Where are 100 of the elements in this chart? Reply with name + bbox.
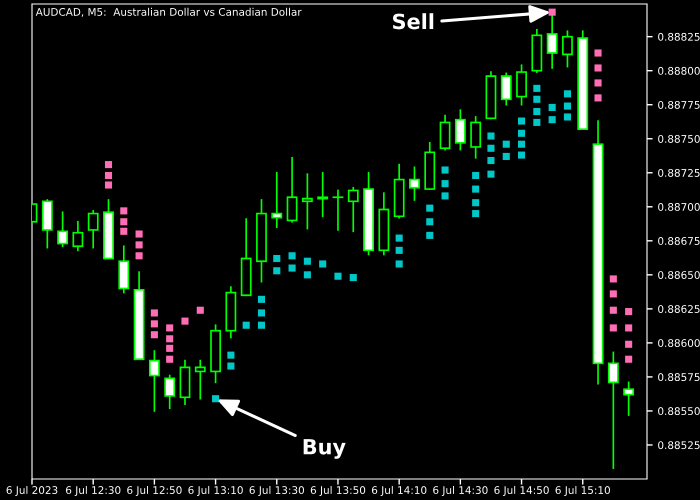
point [104, 181, 112, 189]
x-tick-label: 6 Jul 2023 [6, 486, 58, 496]
point [120, 228, 128, 235]
point [242, 322, 250, 329]
point [472, 172, 480, 180]
y-tick-label: 0.88525 [658, 441, 700, 450]
candlestick [271, 172, 282, 228]
candlestick [332, 190, 344, 231]
candlestick [409, 166, 420, 201]
point [518, 140, 526, 148]
candlestick [194, 360, 206, 400]
x-tick-label: 6 Jul 15:10 [556, 486, 610, 496]
point [288, 252, 296, 260]
point [487, 170, 494, 178]
point [426, 218, 434, 226]
point [166, 324, 174, 332]
y-tick-label: 0.88700 [658, 203, 700, 211]
point [136, 230, 143, 238]
point [625, 324, 632, 332]
point [334, 272, 342, 280]
point [258, 322, 266, 329]
candlestick [317, 172, 328, 218]
point [319, 260, 326, 268]
point [533, 118, 540, 126]
x-tick-label: 6 Jul 13:30 [250, 486, 304, 496]
point [166, 335, 174, 342]
point [442, 180, 449, 188]
point [166, 344, 174, 352]
point [610, 324, 617, 332]
point [518, 118, 526, 125]
point [396, 234, 403, 242]
point [625, 356, 632, 363]
candlestick [72, 220, 84, 252]
x-tick-label: 6 Jul 14:30 [433, 486, 488, 496]
point [181, 318, 189, 325]
y-tick-label: 0.88750 [658, 134, 700, 143]
point [564, 90, 571, 98]
point [625, 340, 632, 348]
point [227, 352, 234, 359]
point [548, 104, 556, 111]
candlestick [562, 30, 573, 68]
x-tick-label: 6 Jul 12:30 [66, 486, 120, 496]
point [594, 64, 602, 72]
point [610, 290, 617, 298]
point [273, 267, 280, 274]
point [564, 113, 571, 121]
annotation: Sell [393, 13, 434, 30]
point [610, 275, 617, 282]
candlestick [608, 352, 619, 469]
point [166, 356, 174, 363]
point [304, 258, 311, 265]
point [548, 116, 556, 124]
point [150, 309, 158, 316]
candlestick [454, 109, 466, 150]
candlestick [148, 350, 160, 412]
candlestick [623, 382, 634, 416]
candlestick [88, 210, 99, 248]
point [120, 207, 128, 214]
point [104, 161, 112, 168]
candlestick [286, 156, 298, 223]
point [150, 320, 158, 328]
point [518, 152, 526, 159]
point [442, 166, 449, 174]
point [150, 331, 158, 338]
x-tick-label: 6 Jul 12:50 [127, 486, 182, 496]
point [533, 84, 540, 92]
point [487, 144, 494, 152]
candlestick [302, 173, 313, 230]
y-tick-label: 0.88825 [658, 32, 700, 41]
point [426, 232, 434, 239]
point [258, 296, 266, 303]
point [350, 274, 357, 282]
point [304, 271, 311, 278]
y-tick-label: 0.88775 [658, 100, 700, 109]
y-tick-label: 0.88650 [658, 271, 700, 279]
candlestick [348, 186, 359, 232]
annotation: Buy [304, 439, 346, 459]
point [564, 102, 571, 110]
point [594, 49, 602, 57]
point [472, 186, 480, 193]
point [273, 254, 280, 262]
point [442, 192, 449, 200]
candlestick [500, 72, 512, 106]
point [227, 362, 234, 370]
x-tick-label: 6 Jul 14:50 [494, 486, 549, 496]
candlestick [164, 374, 176, 410]
point [487, 156, 494, 164]
point [487, 132, 494, 140]
y-tick-label: 0.88800 [658, 66, 700, 75]
y-tick-label: 0.88600 [658, 339, 700, 347]
point [136, 241, 143, 248]
point [120, 218, 128, 226]
point [104, 172, 112, 180]
point [502, 140, 510, 148]
y-tick-label: 0.88725 [658, 168, 700, 177]
point [594, 94, 602, 102]
point [533, 108, 540, 116]
x-tick-label: 6 Jul 13:50 [310, 486, 366, 496]
chart-title: AUDCAD, M5: Australian Dollar vs Canadian Dollar [36, 8, 302, 17]
point [533, 96, 540, 103]
